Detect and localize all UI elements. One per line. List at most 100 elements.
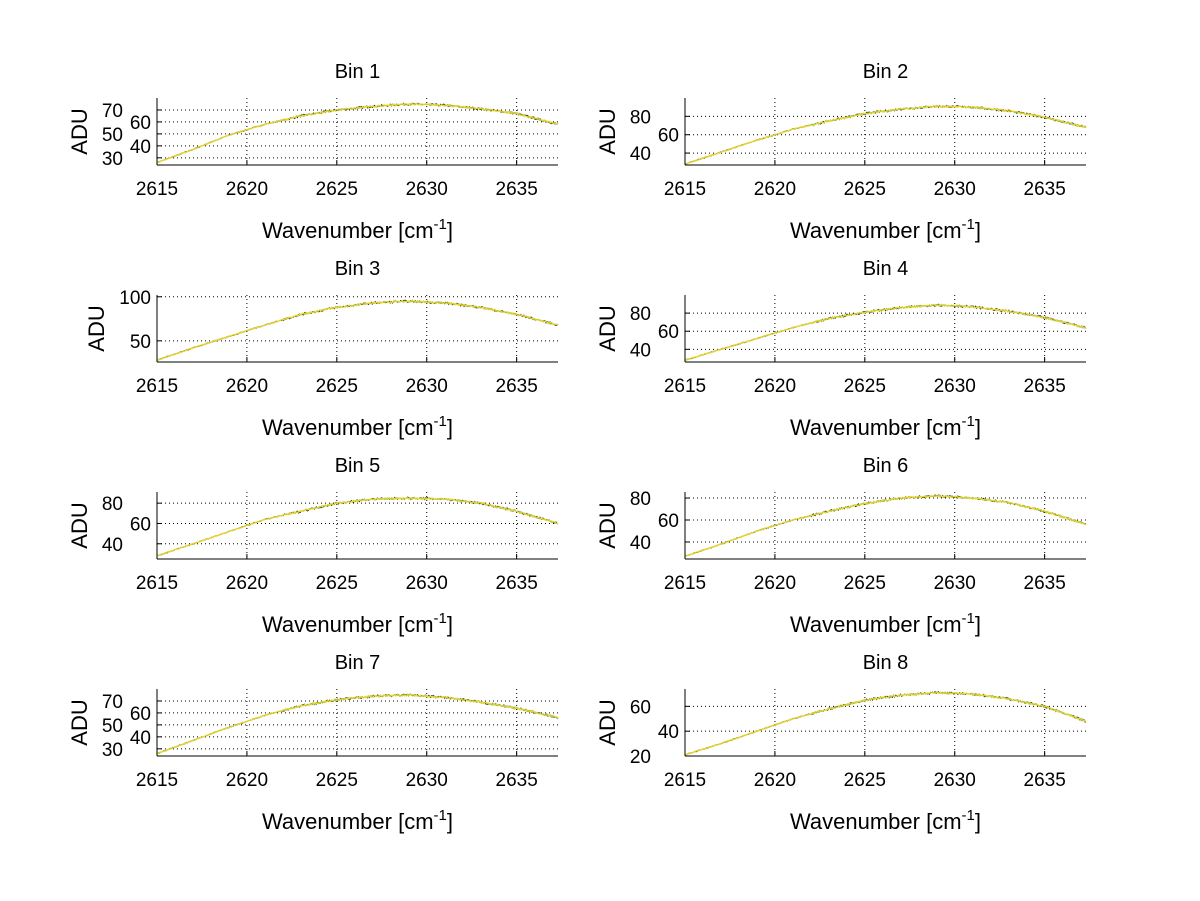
- series-line-dark: [156, 693, 559, 754]
- y-tick-label: 80: [630, 489, 651, 510]
- x-tick-label: 2635: [1024, 573, 1066, 594]
- y-axis-label: ADU: [595, 108, 620, 154]
- x-tick-label: 2630: [934, 770, 976, 791]
- x-tick-label: 2635: [1024, 770, 1066, 791]
- y-tick-label: 70: [102, 101, 123, 122]
- series-line-yellow: [684, 303, 1086, 361]
- series-line-green: [684, 691, 1087, 756]
- x-axis-label-text: Wavenumber [cm: [790, 415, 962, 440]
- series-line-yellow: [684, 104, 1087, 165]
- x-axis-label-text: Wavenumber [cm: [262, 809, 434, 834]
- subplot-title: Bin 6: [863, 455, 909, 477]
- x-tick-label: 2620: [754, 770, 796, 791]
- series-line-yellow: [684, 691, 1087, 756]
- x-axis-label-sup: -1: [962, 610, 975, 627]
- y-tick-label: 80: [630, 107, 651, 128]
- y-tick-label: 40: [630, 144, 651, 165]
- subplot-title: Bin 5: [335, 455, 381, 477]
- subplot-6: 2615 2620 2625 2630 2635 40 60 80 Bin 6 Wavenumbe…: [595, 455, 1087, 637]
- x-tick-label: 2625: [316, 573, 358, 594]
- y-axis-label: ADU: [84, 305, 109, 351]
- x-axis-label-end: ]: [975, 415, 981, 440]
- x-axis-label-sup: -1: [434, 610, 447, 627]
- x-axis-label-sup: -1: [962, 413, 975, 430]
- x-tick-label: 2625: [316, 770, 358, 791]
- x-tick-label: 2620: [226, 770, 268, 791]
- x-axis-label-sup: -1: [962, 216, 975, 233]
- y-tick-label: 40: [658, 722, 679, 743]
- y-tick-label: 60: [658, 322, 679, 343]
- x-axis-label-text: Wavenumber [cm: [262, 218, 434, 243]
- x-axis-label-end: ]: [975, 612, 981, 637]
- y-tick-label: 60: [130, 704, 151, 725]
- y-axis-label: ADU: [67, 699, 92, 745]
- series-line-dark: [156, 299, 559, 361]
- y-tick-label: 40: [630, 533, 651, 554]
- y-tick-label: 80: [102, 494, 123, 515]
- x-tick-label: 2630: [934, 376, 976, 397]
- y-tick-label: 60: [658, 511, 679, 532]
- x-axis-label: Wavenumber [cm-1]: [790, 216, 981, 243]
- x-tick-label: 2615: [664, 770, 706, 791]
- subplot-title: Bin 2: [863, 61, 909, 83]
- x-axis-label-sup: -1: [434, 807, 447, 824]
- x-tick-label: 2615: [136, 179, 178, 200]
- subplot-5: 2615 2620 2625 2630 2635 40 60 80 Bin 5 Wavenumbe…: [67, 455, 559, 637]
- x-tick-label: 2620: [754, 179, 796, 200]
- x-axis-label-end: ]: [975, 218, 981, 243]
- y-tick-label: 40: [130, 137, 151, 158]
- y-axis-label: ADU: [595, 699, 620, 745]
- x-tick-label: 2635: [496, 179, 538, 200]
- y-axis-label: ADU: [67, 108, 92, 154]
- x-tick-label: 2615: [136, 770, 178, 791]
- y-tick-label: 40: [102, 535, 123, 556]
- x-tick-label: 2635: [1024, 179, 1066, 200]
- x-tick-label: 2615: [664, 376, 706, 397]
- x-tick-label: 2615: [664, 179, 706, 200]
- x-tick-label: 2630: [934, 179, 976, 200]
- x-axis-label: Wavenumber [cm-1]: [262, 413, 453, 440]
- y-tick-label: 60: [630, 697, 651, 718]
- x-tick-label: 2635: [1024, 376, 1066, 397]
- series-line-yellow: [156, 102, 559, 164]
- x-axis-label-end: ]: [447, 612, 453, 637]
- x-axis-label: Wavenumber [cm-1]: [790, 807, 981, 834]
- x-tick-label: 2635: [496, 770, 538, 791]
- x-axis-label: Wavenumber [cm-1]: [262, 807, 453, 834]
- x-tick-label: 2625: [844, 376, 886, 397]
- x-tick-label: 2615: [136, 376, 178, 397]
- y-tick-label: 20: [630, 747, 651, 768]
- y-tick-label: 100: [119, 288, 151, 309]
- x-axis-label-sup: -1: [434, 216, 447, 233]
- x-axis-label: Wavenumber [cm-1]: [262, 216, 453, 243]
- x-tick-label: 2630: [406, 573, 448, 594]
- series-line-dark: [156, 102, 559, 164]
- y-axis-label: ADU: [67, 502, 92, 548]
- x-tick-label: 2615: [136, 573, 178, 594]
- x-axis-label: Wavenumber [cm-1]: [262, 610, 453, 637]
- x-tick-label: 2625: [844, 573, 886, 594]
- x-tick-label: 2620: [754, 376, 796, 397]
- subplot-4: 2615 2620 2625 2630 2635 40 60 80 Bin 4 Wavenumbe…: [595, 258, 1087, 440]
- x-axis-label-end: ]: [975, 809, 981, 834]
- series-line-yellow: [156, 496, 559, 557]
- x-tick-label: 2630: [406, 376, 448, 397]
- series-line-yellow: [684, 494, 1087, 557]
- subplot-1: 2615 2620 2625 2630 2635 30 40 50 60 70 Bin 1 Waven…: [67, 61, 559, 243]
- y-tick-label: 70: [102, 692, 123, 713]
- subplot-title: Bin 7: [335, 652, 381, 674]
- series-line-dark: [156, 496, 559, 557]
- x-axis-label-text: Wavenumber [cm: [262, 415, 434, 440]
- y-axis-label: ADU: [595, 305, 620, 351]
- x-tick-label: 2635: [496, 573, 538, 594]
- series-line-dark: [684, 303, 1087, 361]
- y-tick-label: 80: [630, 304, 651, 325]
- x-axis-label-text: Wavenumber [cm: [790, 218, 962, 243]
- y-tick-label: 60: [130, 514, 151, 535]
- series-line-yellow: [156, 299, 559, 361]
- x-axis-label-text: Wavenumber [cm: [262, 612, 434, 637]
- x-axis-label-sup: -1: [434, 413, 447, 430]
- subplot-3: 2615 2620 2625 2630 2635 50 100 Bin 3 Wavenumber…: [84, 258, 559, 440]
- x-tick-label: 2630: [406, 770, 448, 791]
